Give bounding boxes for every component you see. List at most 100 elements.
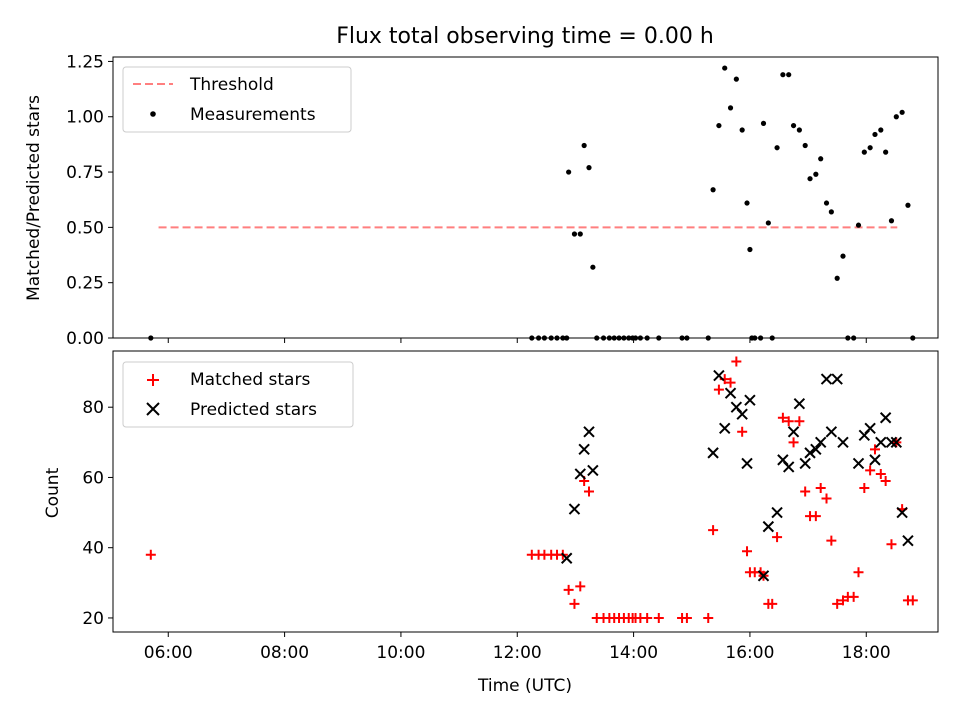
top-ytick-label: 0.00: [66, 329, 104, 349]
measurement-point: [883, 149, 889, 155]
measurement-point: [802, 142, 808, 149]
matched-star-point: [869, 444, 880, 455]
predicted-star-point: [825, 426, 838, 438]
predicted-star-point: [757, 570, 770, 582]
top-panel: 0.00 0.25 0.50 0.75 1.00 1.25 Matched/Predict…: [24, 52, 939, 349]
matched-star-point: [783, 416, 794, 427]
matched-star-point: [826, 535, 837, 546]
matched-star-point: [583, 486, 594, 497]
measurement-point: [828, 209, 834, 215]
measurement-point: [823, 200, 830, 206]
matched-star-point: [772, 532, 783, 543]
matched-star-point: [642, 612, 653, 623]
matched-star-point: [865, 465, 876, 476]
predicted-legend-label: Predicted stars: [190, 400, 317, 420]
matched-star-point: [742, 546, 753, 557]
predicted-star-point: [869, 454, 881, 466]
predicted-legend-marker: [146, 402, 160, 416]
measurement-point: [590, 264, 596, 270]
matched-star-point: [859, 482, 870, 493]
matched-star-point: [886, 539, 897, 550]
matched-star-point: [653, 612, 664, 623]
top-points-layer: [148, 65, 916, 341]
measurement-point: [586, 165, 592, 171]
matched-star-point: [832, 598, 843, 609]
top-axes-frame: [112, 56, 939, 339]
predicted-star-point: [787, 426, 800, 438]
measurement-point: [733, 76, 739, 82]
measurement-point: [566, 169, 572, 175]
matched-star-point: [777, 412, 788, 423]
top-ytick-label: 1.00: [66, 108, 104, 128]
matched-star-point: [794, 416, 805, 427]
predicted-star-point: [864, 422, 876, 434]
predicted-star-point: [568, 503, 581, 515]
matched-star-point: [703, 612, 714, 623]
matched-star-point: [815, 482, 826, 493]
measurement-point: [747, 246, 753, 253]
measurement-point: [727, 105, 734, 111]
matched-star-point: [907, 595, 918, 606]
bottom-xtick-label: 10:00: [376, 643, 425, 663]
measurement-point: [905, 202, 911, 208]
bottom-points-layer: [145, 356, 918, 623]
predicted-star-point: [713, 369, 725, 382]
measurement-point: [840, 253, 846, 259]
measurement-point: [571, 231, 578, 237]
predicted-star-point: [762, 520, 775, 533]
top-legend: Threshold Measurements: [122, 66, 352, 133]
measurement-point: [893, 114, 899, 120]
bottom-xtick-label: 14:00: [609, 643, 658, 663]
measurement-point: [818, 156, 824, 162]
bottom-ylabel: Count: [43, 467, 63, 518]
predicted-star-point: [741, 457, 753, 470]
measurement-point: [786, 72, 792, 78]
measurement-point: [813, 171, 819, 177]
bottom-legend: Matched stars Predicted stars: [122, 361, 354, 428]
predicted-star-point: [578, 443, 590, 456]
measurements-legend-marker: [150, 111, 156, 117]
measurement-point: [716, 122, 722, 129]
top-tick-layer: 0.00 0.25 0.50 0.75 1.00 1.25: [66, 52, 867, 349]
predicted-star-point: [814, 436, 827, 449]
predicted-star-point: [583, 426, 595, 438]
predicted-star-point: [852, 457, 865, 470]
bottom-axes-frame: [112, 350, 939, 633]
bottom-ytick-label: 80: [82, 398, 104, 418]
measurement-point: [780, 72, 786, 78]
predicted-star-point: [902, 534, 914, 547]
matched-star-point: [145, 549, 156, 560]
matched-star-point: [788, 437, 799, 448]
matched-star-point: [800, 486, 811, 497]
measurement-point: [774, 145, 780, 151]
matched-star-point: [725, 377, 736, 388]
matched-star-point: [875, 468, 886, 479]
bottom-xtick-label: 18:00: [842, 643, 891, 663]
matched-star-point: [575, 581, 586, 592]
measurement-point: [760, 120, 767, 126]
measurement-point: [807, 176, 813, 182]
matched-star-point: [569, 598, 580, 609]
predicted-star-point: [793, 397, 806, 410]
top-ylabel: Matched/Predicted stars: [24, 95, 44, 301]
predicted-star-point: [890, 436, 903, 449]
measurement-point: [867, 145, 873, 151]
predicted-star-point: [771, 506, 783, 519]
matched-star-point: [767, 598, 778, 609]
measurement-point: [872, 131, 878, 138]
matched-star-point: [821, 493, 832, 504]
matched-star-point: [563, 584, 574, 595]
predicted-star-point: [875, 436, 887, 449]
matched-legend-label: Matched stars: [190, 370, 310, 390]
measurement-point: [739, 127, 745, 133]
bottom-ytick-label: 40: [82, 539, 104, 559]
top-legend-box: [122, 66, 352, 133]
predicted-star-point: [831, 373, 843, 385]
predicted-star-point: [724, 387, 737, 399]
bottom-xlabel: Time (UTC): [477, 676, 572, 696]
predicted-star-point: [782, 461, 795, 473]
matched-star-point: [810, 511, 821, 522]
predicted-star-point: [820, 373, 833, 385]
matched-star-point: [848, 591, 859, 602]
